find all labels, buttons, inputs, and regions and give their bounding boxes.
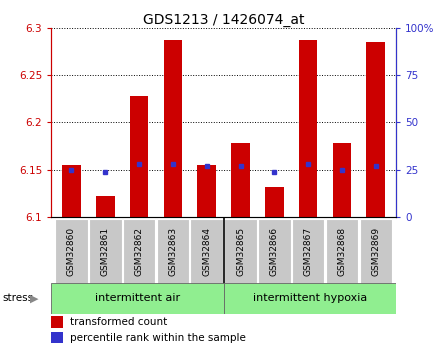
Text: percentile rank within the sample: percentile rank within the sample (70, 333, 246, 343)
Text: GSM32861: GSM32861 (101, 227, 110, 276)
Bar (62, 165, 81, 217)
Text: intermittent hypoxia: intermittent hypoxia (253, 294, 367, 303)
Bar (367, 42, 385, 217)
Text: GSM32868: GSM32868 (337, 227, 347, 276)
FancyBboxPatch shape (157, 219, 189, 285)
Text: GSM32863: GSM32863 (168, 227, 178, 276)
FancyBboxPatch shape (51, 283, 224, 314)
FancyBboxPatch shape (123, 219, 155, 285)
Text: GSM32864: GSM32864 (202, 227, 211, 276)
Text: GSM32862: GSM32862 (134, 227, 144, 276)
Bar (299, 40, 317, 217)
Text: intermittent air: intermittent air (95, 294, 180, 303)
Text: stress: stress (2, 294, 33, 303)
FancyBboxPatch shape (224, 283, 396, 314)
FancyBboxPatch shape (326, 219, 358, 285)
FancyBboxPatch shape (190, 219, 223, 285)
FancyBboxPatch shape (224, 219, 257, 285)
FancyBboxPatch shape (360, 219, 392, 285)
Bar (51, 316, 63, 328)
Text: GSM32869: GSM32869 (371, 227, 380, 276)
Text: GSM32867: GSM32867 (303, 227, 313, 276)
FancyBboxPatch shape (89, 219, 121, 285)
Text: transformed count: transformed count (70, 317, 167, 327)
Bar (51, 332, 63, 344)
Bar (96, 197, 114, 217)
Bar (231, 144, 250, 217)
Bar (333, 144, 351, 217)
FancyBboxPatch shape (55, 219, 88, 285)
Text: GSM32866: GSM32866 (270, 227, 279, 276)
Bar (130, 96, 148, 217)
Bar (198, 165, 216, 217)
FancyBboxPatch shape (258, 219, 291, 285)
Bar (164, 40, 182, 217)
FancyBboxPatch shape (292, 219, 324, 285)
Bar (265, 187, 283, 217)
Text: GSM32860: GSM32860 (67, 227, 76, 276)
Text: ▶: ▶ (30, 294, 39, 304)
Text: GSM32865: GSM32865 (236, 227, 245, 276)
Title: GDS1213 / 1426074_at: GDS1213 / 1426074_at (143, 12, 304, 27)
